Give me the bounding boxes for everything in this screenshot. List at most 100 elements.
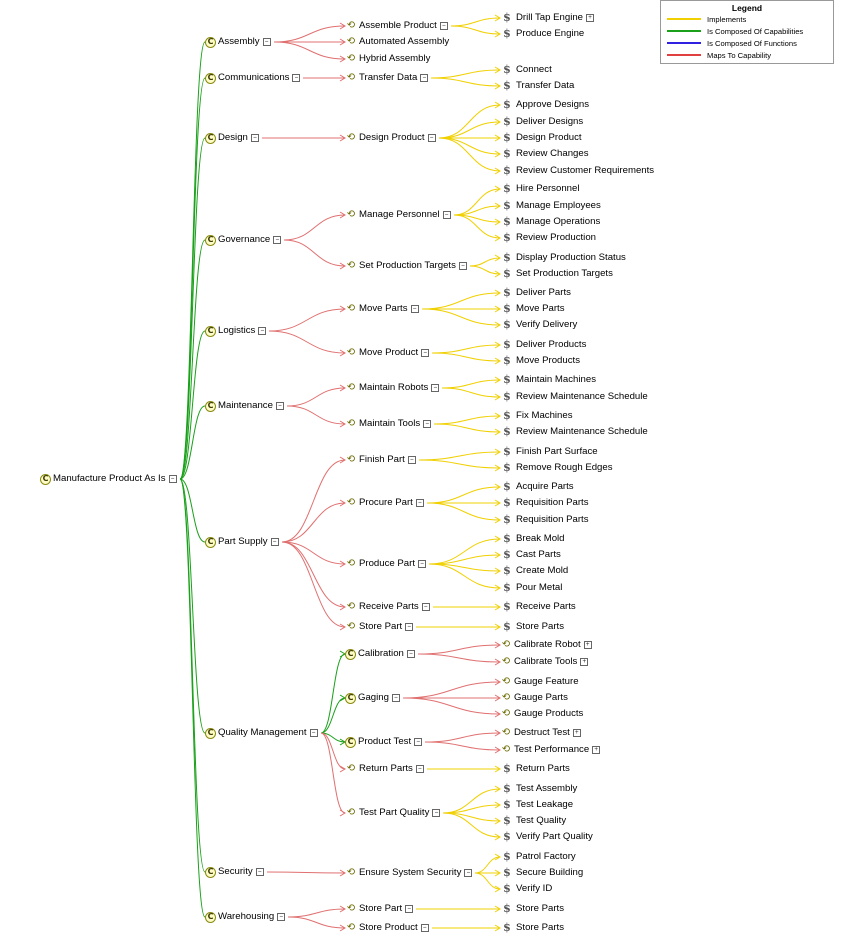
collapse-toggle-icon[interactable]: − — [415, 765, 424, 773]
service-node[interactable]: $ Review Maintenance Schedule — [500, 391, 648, 403]
function-node[interactable]: ⟲ Maintain Tools − — [345, 418, 432, 430]
service-node[interactable]: $ Manage Employees — [500, 200, 601, 212]
collapse-toggle-icon[interactable]: − — [418, 560, 426, 568]
function-node[interactable]: ⟲ Store Product − — [345, 922, 429, 934]
service-node[interactable]: $ Review Maintenance Schedule — [500, 426, 648, 438]
collapse-toggle-icon[interactable]: − — [407, 456, 416, 464]
sub-capability-node[interactable]: C Product Test − — [345, 736, 423, 748]
collapse-toggle-icon[interactable]: − — [309, 729, 318, 737]
service-node[interactable]: $ Verify Delivery — [500, 319, 577, 331]
service-node[interactable]: $ Set Production Targets — [500, 268, 613, 280]
service-node[interactable]: $ Requisition Parts — [500, 497, 588, 509]
service-node[interactable]: $ Deliver Parts — [500, 287, 571, 299]
service-node[interactable]: $ Requisition Parts — [500, 514, 588, 526]
capability-node[interactable]: C Security − — [205, 866, 264, 878]
expand-toggle-icon[interactable]: + — [592, 746, 601, 754]
service-node[interactable]: $ Create Mold — [500, 565, 568, 577]
collapse-toggle-icon[interactable]: − — [410, 305, 419, 313]
capability-node[interactable]: C Communications − — [205, 72, 301, 84]
collapse-toggle-icon[interactable]: − — [420, 924, 429, 932]
collapse-toggle-icon[interactable]: − — [255, 868, 264, 876]
service-node[interactable]: $ Deliver Designs — [500, 116, 583, 128]
function-node[interactable]: ⟲ Store Part − — [345, 621, 414, 633]
collapse-toggle-icon[interactable]: − — [262, 38, 271, 46]
service-node[interactable]: $ Break Mold — [500, 533, 564, 545]
function-node[interactable]: ⟲ Hybrid Assembly — [345, 53, 431, 65]
collapse-toggle-icon[interactable]: − — [427, 134, 436, 142]
expand-toggle-icon[interactable]: + — [586, 14, 595, 22]
service-node[interactable]: $ Receive Parts — [500, 601, 576, 613]
function-node[interactable]: ⟲ Test Part Quality − — [345, 807, 441, 819]
function-node[interactable]: ⟲ Maintain Robots − — [345, 382, 440, 394]
service-node[interactable]: $ Drill Tap Engine + — [500, 12, 595, 24]
function-node[interactable]: ⟲ Test Performance + — [500, 744, 601, 756]
function-node[interactable]: ⟲ Gauge Products — [500, 708, 584, 720]
collapse-toggle-icon[interactable]: − — [423, 420, 432, 428]
collapse-toggle-icon[interactable]: − — [414, 738, 423, 746]
collapse-toggle-icon[interactable]: − — [421, 349, 430, 357]
service-node[interactable]: $ Store Parts — [500, 922, 564, 934]
service-node[interactable]: $ Produce Engine — [500, 28, 584, 40]
service-node[interactable]: $ Verify Part Quality — [500, 831, 593, 843]
service-node[interactable]: $ Transfer Data — [500, 80, 574, 92]
collapse-toggle-icon[interactable]: − — [258, 327, 267, 335]
collapse-toggle-icon[interactable]: − — [168, 475, 177, 483]
service-node[interactable]: $ Pour Metal — [500, 582, 562, 594]
sub-capability-node[interactable]: C Calibration − — [345, 648, 415, 660]
function-node[interactable]: ⟲ Calibrate Robot + — [500, 639, 592, 651]
service-node[interactable]: $ Verify ID — [500, 883, 552, 895]
service-node[interactable]: $ Design Product — [500, 132, 581, 144]
capability-node[interactable]: C Part Supply − — [205, 536, 279, 548]
expand-toggle-icon[interactable]: + — [572, 729, 581, 737]
collapse-toggle-icon[interactable]: − — [277, 913, 286, 921]
function-node[interactable]: ⟲ Move Product − — [345, 347, 430, 359]
expand-toggle-icon[interactable]: + — [583, 641, 592, 649]
service-node[interactable]: $ Connect — [500, 64, 552, 76]
function-node[interactable]: ⟲ Calibrate Tools + — [500, 656, 589, 668]
function-node[interactable]: ⟲ Return Parts − — [345, 763, 424, 775]
service-node[interactable]: $ Review Customer Requirements — [500, 165, 654, 177]
collapse-toggle-icon[interactable]: − — [442, 211, 451, 219]
service-node[interactable]: $ Approve Designs — [500, 99, 589, 111]
service-node[interactable]: $ Store Parts — [500, 621, 564, 633]
service-node[interactable]: $ Hire Personnel — [500, 183, 579, 195]
sub-capability-node[interactable]: C Gaging − — [345, 692, 400, 704]
function-node[interactable]: ⟲ Destruct Test + — [500, 727, 581, 739]
function-node[interactable]: ⟲ Receive Parts − — [345, 601, 430, 613]
service-node[interactable]: $ Display Production Status — [500, 252, 626, 264]
function-node[interactable]: ⟲ Gauge Feature — [500, 676, 579, 688]
function-node[interactable]: ⟲ Finish Part − — [345, 454, 416, 466]
service-node[interactable]: $ Maintain Machines — [500, 374, 596, 386]
collapse-toggle-icon[interactable]: − — [421, 603, 430, 611]
service-node[interactable]: $ Finish Part Surface — [500, 446, 597, 458]
function-node[interactable]: ⟲ Gauge Parts — [500, 692, 568, 704]
function-node[interactable]: ⟲ Store Part − — [345, 903, 414, 915]
function-node[interactable]: ⟲ Ensure System Security − — [345, 867, 473, 879]
root-capability-node[interactable]: C Manufacture Product As Is − — [40, 473, 177, 485]
function-node[interactable]: ⟲ Produce Part − — [345, 558, 426, 570]
function-node[interactable]: ⟲ Assemble Product − — [345, 20, 448, 32]
function-node[interactable]: ⟲ Transfer Data − — [345, 72, 429, 84]
service-node[interactable]: $ Review Changes — [500, 148, 588, 160]
service-node[interactable]: $ Test Assembly — [500, 783, 577, 795]
function-node[interactable]: ⟲ Procure Part − — [345, 497, 424, 509]
service-node[interactable]: $ Fix Machines — [500, 410, 572, 422]
collapse-toggle-icon[interactable]: − — [406, 650, 415, 658]
capability-node[interactable]: C Assembly − — [205, 36, 271, 48]
service-node[interactable]: $ Test Leakage — [500, 799, 573, 811]
service-node[interactable]: $ Patrol Factory — [500, 851, 576, 863]
collapse-toggle-icon[interactable]: − — [464, 869, 473, 877]
service-node[interactable]: $ Store Parts — [500, 903, 564, 915]
collapse-toggle-icon[interactable]: − — [432, 809, 441, 817]
service-node[interactable]: $ Test Quality — [500, 815, 566, 827]
service-node[interactable]: $ Move Products — [500, 355, 580, 367]
service-node[interactable]: $ Deliver Products — [500, 339, 586, 351]
service-node[interactable]: $ Remove Rough Edges — [500, 462, 612, 474]
collapse-toggle-icon[interactable]: − — [405, 905, 414, 913]
collapse-toggle-icon[interactable]: − — [415, 499, 424, 507]
capability-node[interactable]: C Logistics − — [205, 325, 267, 337]
collapse-toggle-icon[interactable]: − — [273, 236, 282, 244]
collapse-toggle-icon[interactable]: − — [431, 384, 440, 392]
collapse-toggle-icon[interactable]: − — [270, 538, 279, 546]
expand-toggle-icon[interactable]: + — [580, 658, 589, 666]
